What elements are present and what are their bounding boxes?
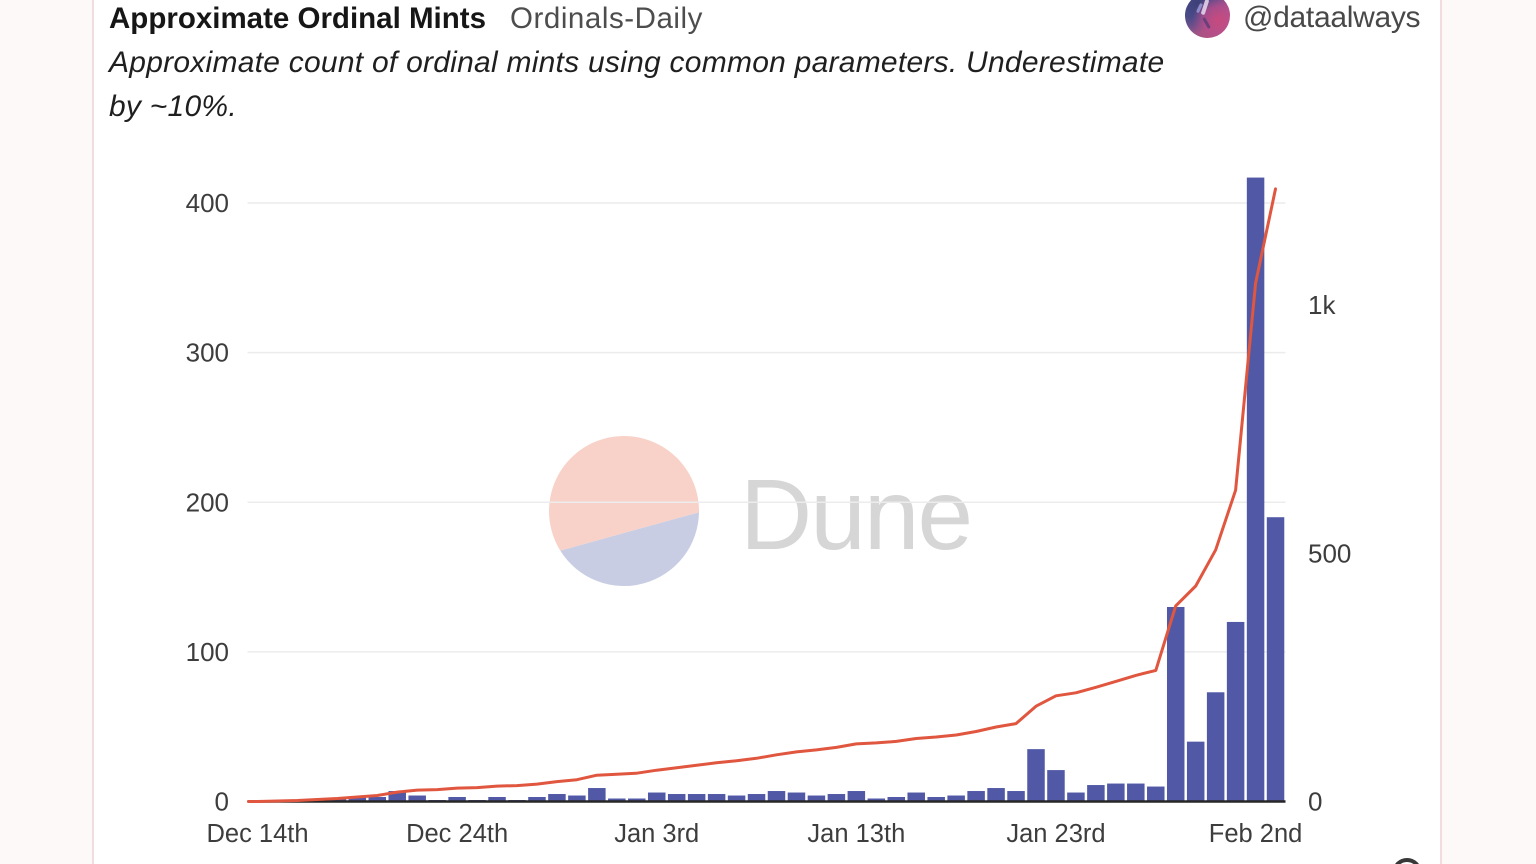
bar[interactable] <box>328 798 347 802</box>
bar[interactable] <box>368 797 387 802</box>
bar[interactable] <box>887 797 906 802</box>
bar[interactable] <box>1246 177 1265 802</box>
x-axis-tick-label: Jan 3rd <box>614 820 699 848</box>
bar[interactable] <box>548 794 566 802</box>
left-axis-tick-label: 300 <box>186 338 229 368</box>
bar[interactable] <box>727 795 746 802</box>
bar[interactable] <box>388 791 406 802</box>
bar[interactable] <box>667 794 686 802</box>
bar[interactable] <box>1027 749 1045 802</box>
bar-series <box>268 177 1285 802</box>
bar[interactable] <box>568 795 586 802</box>
left-axis-tick-label: 400 <box>186 188 229 218</box>
x-axis-tick-label: Dec 14th <box>206 820 308 848</box>
right-axis-labels: 0 500 1k <box>1308 290 1351 816</box>
dashboard-tag[interactable]: Ordinals-Daily <box>510 2 703 35</box>
dune-logo-bottom-half <box>560 512 699 587</box>
x-axis-tick-label: Dec 24th <box>406 820 508 848</box>
bar[interactable] <box>408 795 426 802</box>
bar[interactable] <box>787 792 806 802</box>
left-axis-tick-label: 0 <box>215 787 229 817</box>
bar[interactable] <box>1166 606 1185 802</box>
x-axis-labels: Dec 14th Dec 24th Jan 3rd Jan 13th Jan 23rd F… <box>206 820 1302 848</box>
bar[interactable] <box>348 797 367 802</box>
bar[interactable] <box>907 792 925 802</box>
x-axis-tick-label: Jan 13th <box>807 820 905 848</box>
left-axis-tick-label: 200 <box>186 487 229 517</box>
title-row: Approximate Ordinal Mints Ordinals-Daily <box>109 2 1309 36</box>
x-axis-tick-label: Feb 2nd <box>1209 820 1303 848</box>
bar[interactable] <box>947 795 965 802</box>
bar[interactable] <box>927 797 945 802</box>
x-axis-tick-label: Jan 23rd <box>1006 820 1105 848</box>
bar[interactable] <box>827 794 846 802</box>
bar[interactable] <box>1226 621 1245 802</box>
bar[interactable] <box>847 791 866 802</box>
gridlines <box>247 202 1286 653</box>
dune-logo-top-half <box>549 436 700 551</box>
dune-watermark-text: Dune <box>740 459 971 571</box>
right-axis-tick-label: 0 <box>1308 787 1322 817</box>
dune-watermark: Dune <box>549 436 973 587</box>
bar[interactable] <box>967 791 985 802</box>
bar[interactable] <box>867 798 886 802</box>
cumulative-line[interactable] <box>247 187 1277 803</box>
bar[interactable] <box>628 798 646 802</box>
right-axis-tick-label: 1k <box>1308 290 1336 320</box>
bar[interactable] <box>1087 785 1105 802</box>
bar[interactable] <box>1147 786 1165 802</box>
subtitle-line-1: Approximate count of ordinal mints using… <box>109 45 1165 79</box>
bar[interactable] <box>647 792 666 802</box>
bar[interactable] <box>1206 692 1225 802</box>
bar[interactable] <box>1067 792 1085 802</box>
bar[interactable] <box>707 794 726 802</box>
bar[interactable] <box>608 798 626 802</box>
bar[interactable] <box>1127 783 1145 802</box>
bar[interactable] <box>1007 791 1025 802</box>
bar[interactable] <box>987 788 1005 802</box>
right-axis-tick-label: 500 <box>1308 538 1351 568</box>
bar[interactable] <box>807 795 826 802</box>
subtitle-line-2: by ~10%. <box>109 89 237 123</box>
left-axis-tick-label: 100 <box>186 637 229 667</box>
page-title: Approximate Ordinal Mints <box>109 2 486 35</box>
bar[interactable] <box>1047 770 1065 802</box>
bar[interactable] <box>588 788 606 802</box>
left-axis-labels: 0 100 200 300 400 <box>186 188 229 817</box>
author-handle[interactable]: @dataalways <box>1243 1 1421 34</box>
bar[interactable] <box>687 794 706 802</box>
author-avatar[interactable] <box>1185 0 1230 38</box>
bar[interactable] <box>488 797 506 802</box>
bar[interactable] <box>767 791 786 802</box>
bar[interactable] <box>528 797 546 802</box>
bar[interactable] <box>747 794 766 802</box>
bar[interactable] <box>1186 741 1205 802</box>
bar[interactable] <box>1266 517 1285 802</box>
chart-subtitle: Approximate count of ordinal mints using… <box>109 41 1359 129</box>
bar[interactable] <box>448 797 466 802</box>
bar[interactable] <box>1107 783 1125 802</box>
